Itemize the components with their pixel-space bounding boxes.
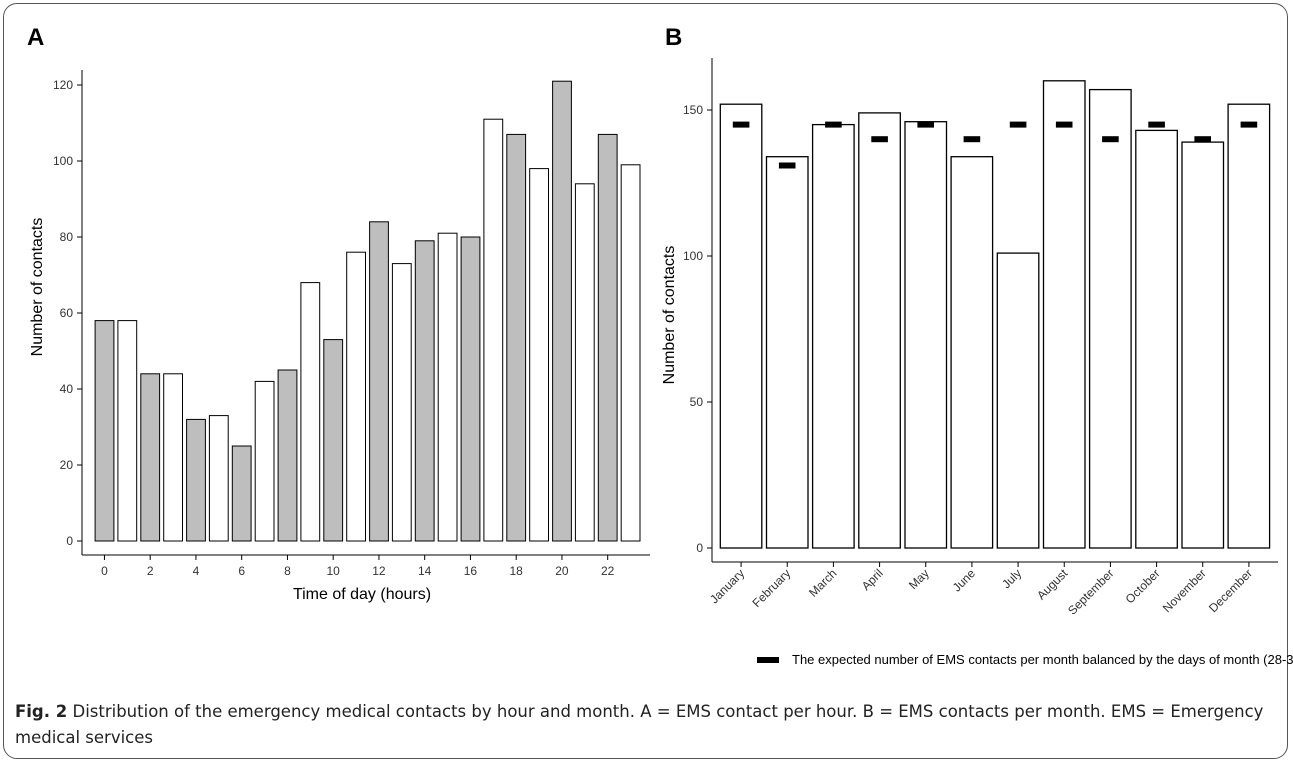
panel-b-label: B — [665, 24, 682, 51]
panel-b-chart: 0 50 100 150 January February March April May Jun… — [683, 58, 1278, 618]
panel-a-x-tick-label: 20 — [555, 564, 569, 578]
panel-a-y-tick-label: 60 — [60, 306, 74, 320]
panel-a-y-tick-label: 40 — [60, 382, 74, 396]
panel-a-label: A — [27, 24, 44, 51]
panel-b-expected-marker — [1194, 136, 1211, 143]
panel-a-bar — [323, 339, 344, 542]
panel-b-y-axis-title: Number of contacts — [661, 246, 678, 385]
panel-b-y-tick-label: 50 — [690, 395, 704, 409]
panel-b-x-tick-label: August — [1034, 566, 1071, 603]
panel-b-bar — [858, 112, 901, 549]
panel-b-x-tick-label: June — [950, 566, 979, 595]
panel-b-x-tick-label: February — [750, 566, 794, 610]
panel-a-bar — [300, 282, 321, 542]
panel-b-x-tick-label: September — [1065, 566, 1116, 617]
panel-b-bar — [1088, 88, 1132, 549]
panel-a-bar — [506, 133, 527, 542]
panel-a-bar — [460, 236, 481, 542]
panel-b-bar — [765, 156, 809, 549]
panel-b-y-tick-label: 100 — [683, 249, 703, 263]
panel-a-bar — [483, 118, 504, 542]
panel-a-bar — [208, 415, 229, 542]
panel-b-bar — [1227, 103, 1271, 549]
panel-a-y-tick-label: 100 — [53, 154, 73, 168]
panel-a-y-tick-label: 80 — [60, 230, 74, 244]
panel-a-bar — [414, 240, 435, 542]
panel-b-x-tick-label: July — [999, 566, 1024, 591]
panel-b-expected-marker — [1148, 121, 1165, 128]
panel-b-bar — [1135, 129, 1178, 549]
panel-a-bar — [231, 445, 252, 542]
panel-a-x-tick-label: 0 — [101, 564, 108, 578]
panel-b-x-tick-label: October — [1123, 566, 1163, 606]
panel-b-x-tick-label: December — [1206, 566, 1255, 615]
panel-a-x-tick-label: 6 — [238, 564, 245, 578]
panel-a-bar — [94, 320, 115, 542]
panel-b-bar — [950, 156, 994, 549]
panel-a-y-tick-label: 0 — [66, 534, 73, 548]
legend-expected-swatch — [757, 657, 779, 663]
panel-b-expected-marker — [825, 121, 842, 128]
caption-text: Distribution of the emergency medical co… — [15, 702, 1264, 747]
panel-a-bar — [597, 133, 618, 542]
panel-b-x-tick-label: March — [806, 566, 839, 599]
panel-a-chart: 0 20 40 60 80 100 120 0 2 4 6 8 10 12 14 16 18 20 22 — [53, 70, 650, 578]
panel-a-x-tick-label: 22 — [601, 564, 615, 578]
panel-a-bar — [620, 164, 641, 542]
panel-a-bar — [277, 369, 298, 542]
panel-a-bar — [437, 232, 458, 542]
panel-a-bar — [140, 373, 161, 542]
panel-a-bar — [574, 183, 595, 542]
panel-a-bar — [346, 251, 367, 542]
panel-b-x-tick-label: January — [707, 566, 747, 606]
panel-b-x-tick-label: April — [859, 566, 886, 593]
panel-b-x-tick-label: November — [1160, 566, 1209, 615]
panel-a-bar — [117, 320, 138, 542]
panel-b-expected-marker — [732, 121, 750, 128]
panel-b-bar — [1181, 141, 1225, 549]
panel-b-expected-marker — [871, 136, 888, 143]
panel-a-y-axis-title: Number of contacts — [29, 218, 46, 357]
panel-a-x-tick-label: 12 — [372, 564, 386, 578]
panel-a-x-tick-label: 8 — [284, 564, 291, 578]
panel-b-expected-marker — [1102, 136, 1119, 143]
panel-b-expected-marker — [1055, 121, 1073, 128]
panel-b-expected-marker — [778, 162, 796, 169]
panel-b-bar — [811, 123, 855, 549]
panel-a-x-axis-title: Time of day (hours) — [293, 586, 431, 603]
panel-b-bar — [996, 252, 1040, 549]
panel-b-bar — [904, 121, 948, 549]
panel-a-bar — [552, 80, 572, 542]
panel-a-x-tick-label: 2 — [147, 564, 154, 578]
panel-a-x-tick-label: 10 — [327, 564, 341, 578]
panel-a-bar — [529, 168, 550, 542]
panel-b-expected-marker — [917, 121, 934, 128]
panel-a-y-tick-label: 120 — [53, 78, 73, 92]
panel-a-bar — [254, 380, 275, 542]
panel-a-bar — [369, 221, 389, 542]
panel-b-x-tick-label: May — [906, 566, 932, 592]
panel-a-x-tick-label: 14 — [418, 564, 432, 578]
figure-caption: Fig. 2 Distribution of the emergency med… — [15, 699, 1275, 751]
panel-a-bar — [391, 263, 412, 542]
panel-a-y-tick-label: 20 — [60, 458, 74, 472]
panel-a-x-tick-label: 16 — [464, 564, 478, 578]
panel-b-expected-marker — [1009, 121, 1027, 128]
panel-a-bar — [186, 418, 206, 542]
panel-a-x-tick-label: 18 — [510, 564, 524, 578]
caption-figure-label: Fig. 2 — [15, 702, 68, 721]
panel-a-x-tick-label: 4 — [193, 564, 200, 578]
panel-b-y-tick-label: 0 — [696, 541, 703, 555]
panel-b-y-tick-label: 150 — [683, 103, 703, 117]
panel-b-bar — [1042, 80, 1086, 549]
panel-b-expected-marker — [963, 136, 981, 143]
panel-b-bar — [719, 103, 763, 549]
panel-a-bar — [163, 373, 183, 542]
legend-expected-label: The expected number of EMS contacts per … — [792, 652, 1293, 667]
panel-b-expected-marker — [1240, 121, 1258, 128]
